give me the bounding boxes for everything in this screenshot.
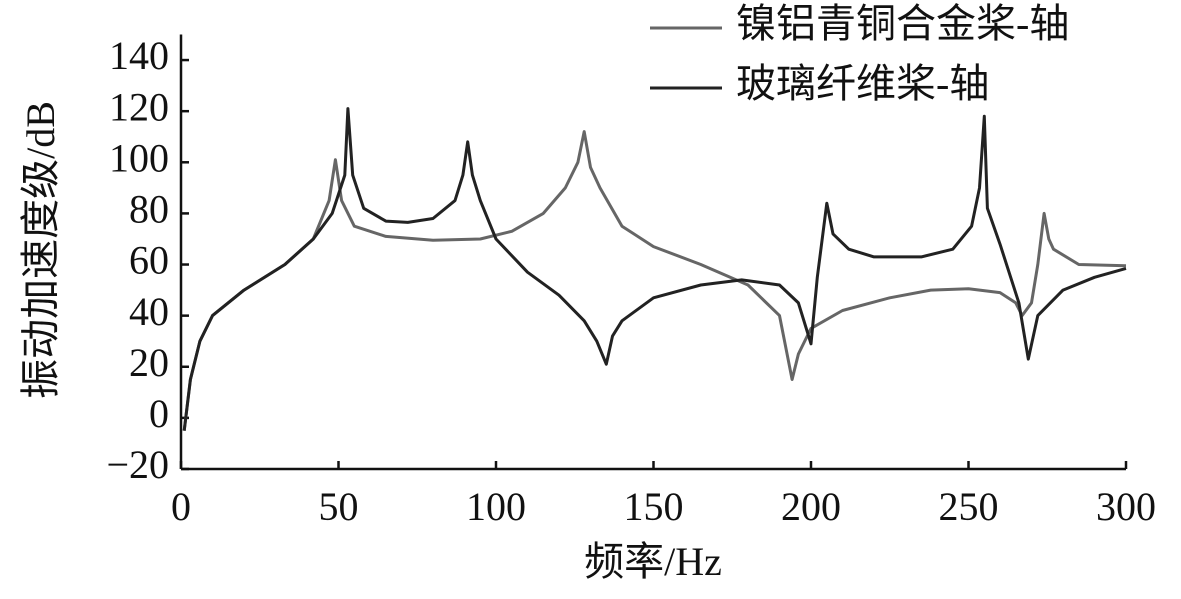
y-tick-label: 100	[109, 135, 169, 180]
x-tick-label: 0	[171, 484, 191, 529]
x-tick-label: 250	[939, 484, 999, 529]
legend-label: 镍铝青铜合金桨-轴	[736, 1, 1069, 46]
y-axis-label: 振动加速度级/dB	[18, 101, 63, 399]
x-tick-label: 100	[466, 484, 526, 529]
x-tick-label: 150	[624, 484, 684, 529]
y-tick-label: 20	[129, 340, 169, 385]
y-tick-label: 120	[109, 84, 169, 129]
y-tick-label: 80	[129, 187, 169, 232]
series-line	[182, 107, 1127, 431]
y-tick-label: −20	[106, 442, 169, 487]
y-tick-label: 40	[129, 289, 169, 334]
y-tick-label: 60	[129, 238, 169, 283]
x-tick-label: 300	[1096, 484, 1156, 529]
x-tick-label: 200	[781, 484, 841, 529]
y-tick-label: 140	[109, 33, 169, 78]
x-axis-label: 频率/Hz	[584, 539, 722, 584]
series-line	[182, 130, 1127, 431]
x-tick-label: 50	[319, 484, 359, 529]
legend-label: 玻璃纤维桨-轴	[736, 61, 989, 106]
y-tick-label: 0	[149, 391, 169, 436]
